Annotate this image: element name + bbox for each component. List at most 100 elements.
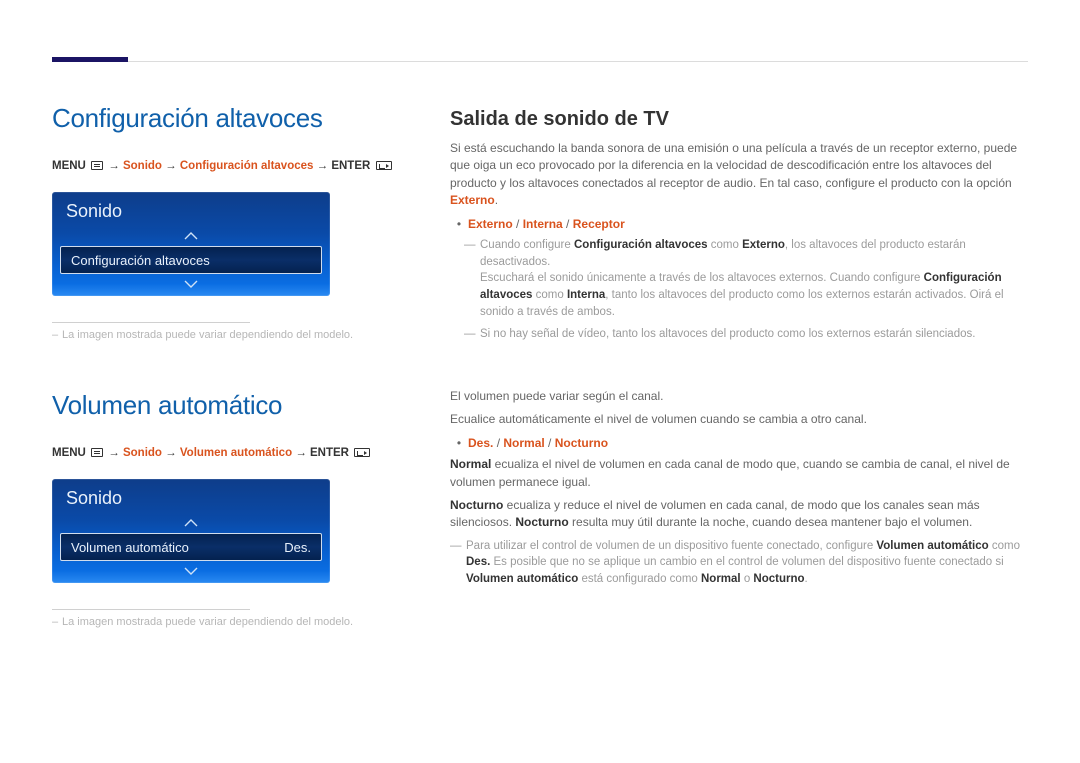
note-text: Cuando configure Configuración altavoces… — [480, 237, 1028, 320]
text-run: Para utilizar el control de volumen de u… — [466, 540, 876, 552]
text-accent: Externo — [450, 193, 495, 207]
chevron-up-icon — [52, 515, 330, 531]
osd-item-label: Configuración altavoces — [71, 253, 210, 268]
text-bold: Normal — [450, 457, 491, 471]
enter-icon — [376, 161, 392, 170]
breadcrumb-step: Volumen automático — [180, 447, 292, 459]
breadcrumb-suffix: ENTER — [331, 160, 370, 172]
breadcrumb-step: Sonido — [123, 160, 162, 172]
header-accent-bar — [52, 57, 128, 62]
breadcrumb-step: Configuración altavoces — [180, 160, 314, 172]
note-text: Si no hay señal de vídeo, tanto los alta… — [480, 326, 1028, 343]
subsection-title: Salida de sonido de TV — [450, 108, 669, 131]
osd-title: Sonido — [52, 479, 330, 515]
text-bold: Nocturno — [515, 515, 568, 529]
body-text: Normal ecualiza el nivel de volumen en c… — [450, 456, 1028, 491]
option-bullet: • Des. / Normal / Nocturno — [450, 435, 1028, 452]
text-run: como — [989, 540, 1020, 552]
text-run: resulta muy útil durante la noche, cuand… — [569, 515, 973, 529]
osd-selected-item: Volumen automático Des. — [60, 533, 322, 561]
section-speaker-settings: Configuración altavoces MENU → Sonido → … — [52, 103, 412, 342]
text-run: Cuando configure — [480, 239, 574, 251]
option: Normal — [503, 436, 544, 450]
osd-item-value: Des. — [284, 540, 311, 555]
text-run: Es posible que no se aplique un cambio e… — [490, 556, 1003, 568]
option: Externo — [468, 217, 513, 231]
option: Receptor — [573, 217, 625, 231]
note-dash: ― Cuando configure Configuración altavoc… — [464, 237, 1028, 320]
text-run: . — [495, 193, 498, 207]
option-bullet: • Externo / Interna / Receptor — [450, 216, 1028, 233]
breadcrumb: MENU → Sonido → Configuración altavoces … — [52, 158, 412, 174]
option: Des. — [468, 436, 493, 450]
dash-icon: ― — [464, 326, 480, 343]
chevron-down-icon — [52, 563, 330, 579]
section-title: Volumen automático — [52, 390, 412, 421]
dash-icon: ― — [450, 538, 466, 588]
note-text: Para utilizar el control de volumen de u… — [466, 538, 1028, 588]
breadcrumb-arrow: → — [108, 160, 120, 172]
osd-panel: Sonido Volumen automático Des. — [52, 479, 330, 583]
text-bold: Volumen automático — [876, 540, 988, 552]
text-bold: Normal — [701, 573, 741, 585]
breadcrumb-prefix: MENU — [52, 160, 86, 172]
menu-icon — [91, 448, 103, 457]
breadcrumb-step: Sonido — [123, 447, 162, 459]
footnote: La imagen mostrada puede variar dependie… — [52, 616, 412, 629]
text-bold: Interna — [567, 289, 605, 301]
breadcrumb-arrow: → — [295, 447, 307, 459]
chevron-down-icon — [52, 276, 330, 292]
bullet-dot: • — [450, 435, 468, 452]
breadcrumb: MENU → Sonido → Volumen automático → ENT… — [52, 445, 412, 461]
text-run: como — [532, 289, 567, 301]
option: Nocturno — [555, 436, 608, 450]
body-text: Si está escuchando la banda sonora de un… — [450, 140, 1028, 210]
osd-item-label: Volumen automático — [71, 540, 189, 555]
option-list: Des. / Normal / Nocturno — [468, 435, 1028, 452]
text-run: . — [805, 573, 808, 585]
body-text: Ecualice automáticamente el nivel de vol… — [450, 411, 1028, 428]
osd-selected-item: Configuración altavoces — [60, 246, 322, 274]
osd-title: Sonido — [52, 192, 330, 228]
text-run: / — [493, 436, 503, 450]
text-bold: Externo — [742, 239, 785, 251]
breadcrumb-prefix: MENU — [52, 447, 86, 459]
text-run: como — [708, 239, 743, 251]
body-text: El volumen puede variar según el canal. — [450, 388, 1028, 405]
text-run: Escuchará el sonido únicamente a través … — [480, 272, 924, 284]
osd-panel: Sonido Configuración altavoces — [52, 192, 330, 296]
text-run: o — [741, 573, 754, 585]
breadcrumb-arrow: → — [108, 447, 120, 459]
breadcrumb-arrow: → — [165, 160, 177, 172]
breadcrumb-arrow: → — [165, 447, 177, 459]
bullet-dot: • — [450, 216, 468, 233]
text-bold: Des. — [466, 556, 490, 568]
header-divider — [128, 61, 1028, 62]
footnote-divider — [52, 609, 250, 610]
footnote: La imagen mostrada puede variar dependie… — [52, 329, 412, 342]
section-title: Configuración altavoces — [52, 103, 412, 134]
text-run: / — [563, 217, 573, 231]
text-bold: Configuración altavoces — [574, 239, 708, 251]
chevron-up-icon — [52, 228, 330, 244]
option: Interna — [523, 217, 563, 231]
note-dash: ― Si no hay señal de vídeo, tanto los al… — [464, 326, 1028, 343]
enter-icon — [354, 448, 370, 457]
dash-icon: ― — [464, 237, 480, 320]
footnote-divider — [52, 322, 250, 323]
text-bold: Nocturno — [753, 573, 804, 585]
body-text: Nocturno ecualiza y reduce el nivel de v… — [450, 497, 1028, 532]
breadcrumb-suffix: ENTER — [310, 447, 349, 459]
section-auto-volume: Volumen automático MENU → Sonido → Volum… — [52, 390, 412, 629]
text-bold: Nocturno — [450, 498, 503, 512]
note-dash: ― Para utilizar el control de volumen de… — [450, 538, 1028, 588]
text-bold: Volumen automático — [466, 573, 578, 585]
menu-icon — [91, 161, 103, 170]
breadcrumb-arrow: → — [317, 160, 329, 172]
text-run: / — [513, 217, 523, 231]
text-run: está configurado como — [578, 573, 701, 585]
text-run: / — [545, 436, 555, 450]
option-list: Externo / Interna / Receptor — [468, 216, 1028, 233]
text-run: ecualiza el nivel de volumen en cada can… — [450, 457, 1010, 488]
text-run: Si está escuchando la banda sonora de un… — [450, 141, 1017, 190]
